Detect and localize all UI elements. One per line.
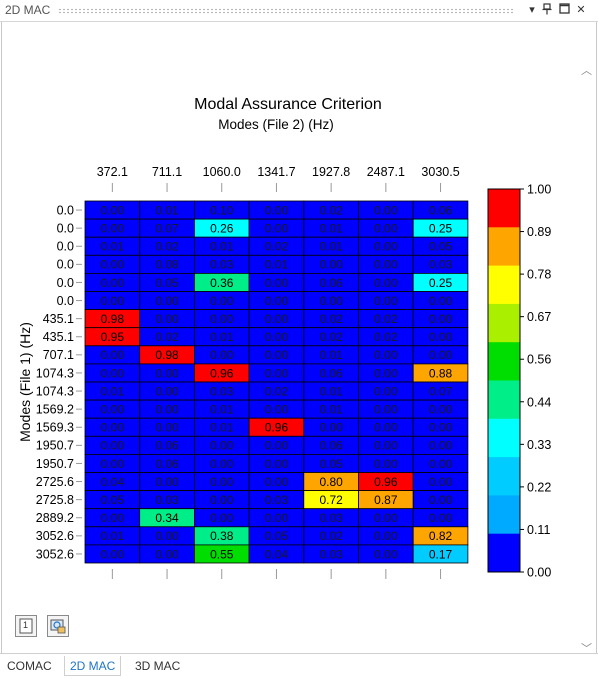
scroll-down-icon[interactable]: ﹀ xyxy=(581,643,592,655)
tab-comac[interactable]: COMAC xyxy=(7,659,52,673)
tab-2d-mac[interactable]: 2D MAC xyxy=(64,656,122,676)
window-title: 2D MAC xyxy=(5,3,51,17)
tab-bar: COMAC 2D MAC 3D MAC xyxy=(0,653,598,679)
dropdown-icon[interactable]: ▾ xyxy=(529,4,535,16)
chart-panel: ︿ ﹀ xyxy=(1,22,597,655)
pin-icon[interactable] xyxy=(540,3,554,17)
close-icon[interactable]: ✕ xyxy=(576,4,586,16)
page-one-button[interactable]: 1 xyxy=(15,615,37,637)
tab-3d-mac[interactable]: 3D MAC xyxy=(135,659,181,673)
window-titlebar: 2D MAC ▾ ✕ xyxy=(0,0,598,22)
maximize-icon[interactable] xyxy=(557,3,571,17)
export-image-button[interactable] xyxy=(47,615,69,637)
titlebar-grip[interactable] xyxy=(58,8,514,14)
page-one-label: 1 xyxy=(23,620,29,630)
scroll-up-icon[interactable]: ︿ xyxy=(581,65,592,77)
